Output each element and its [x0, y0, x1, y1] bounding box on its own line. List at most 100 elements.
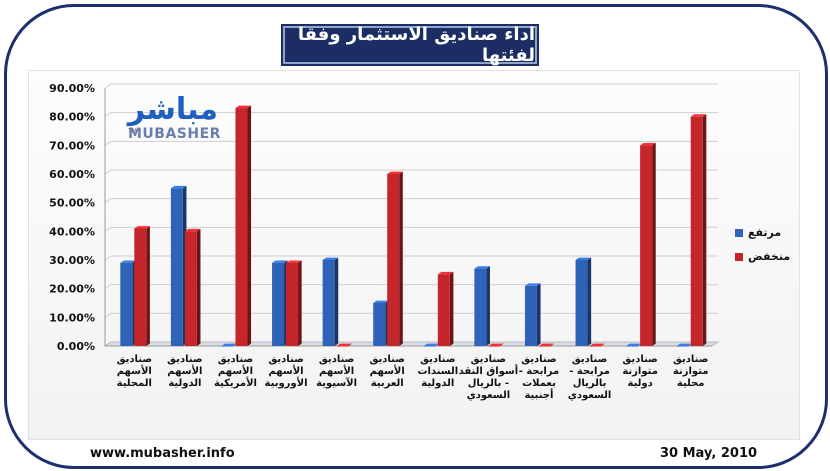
- x-tick-line: صناديق: [167, 354, 202, 365]
- bar-side: [536, 283, 541, 346]
- bar-top: [221, 343, 238, 346]
- bar-front: [286, 262, 299, 346]
- gridline-depth: [104, 226, 112, 232]
- bar-side: [146, 226, 150, 346]
- x-tick-line: المحلية: [117, 378, 152, 389]
- x-tick-line: متوازنة: [673, 366, 709, 377]
- logo-arabic: مباشر: [127, 92, 218, 127]
- gridline-depth: [104, 169, 112, 175]
- x-tick-label: صناديق الأسهم العربية: [370, 354, 405, 389]
- bar-low: [538, 343, 555, 347]
- bar-top: [575, 257, 592, 260]
- legend-item-high: مرتفع: [735, 226, 790, 239]
- y-tick-label: 10.00%: [49, 311, 95, 324]
- bar-low: [437, 271, 454, 346]
- bar-top: [437, 271, 454, 275]
- bar-side: [702, 114, 707, 347]
- x-tick-label: صناديق الأسهم الآسيوية: [316, 354, 357, 389]
- bar-side: [587, 257, 592, 346]
- x-tick-line: الأسهم: [167, 364, 202, 377]
- x-tick-line: مرابحة -: [569, 366, 610, 377]
- bar-side: [298, 260, 302, 346]
- x-tick-line: الأسهم: [370, 364, 405, 377]
- bar-high: [676, 343, 693, 347]
- bar-side: [196, 228, 201, 346]
- bar-side: [652, 142, 656, 346]
- gridline-depth: [104, 198, 112, 204]
- x-tick-line: مرابحة -: [519, 366, 560, 377]
- legend-swatch-low: [735, 252, 743, 261]
- footer-date: 30 May, 2010: [660, 446, 758, 461]
- bar-front: [322, 260, 335, 346]
- bar-front: [235, 108, 248, 346]
- bar-top: [272, 260, 288, 263]
- bar-high: [120, 260, 136, 346]
- x-tick-line: صناديق: [572, 354, 607, 365]
- bar-top: [322, 257, 339, 260]
- x-tick-label: صناديق الأسهم المحلية: [117, 354, 152, 389]
- gridline-depth: [104, 83, 112, 89]
- x-tick-line: صناديق: [471, 354, 506, 365]
- chart-panel: [28, 70, 800, 440]
- bar-front: [387, 174, 400, 346]
- bar-top: [120, 260, 136, 263]
- x-tick-line: الأوروبية: [265, 376, 308, 389]
- bar-front: [488, 346, 501, 347]
- y-tick-label: 70.00%: [49, 139, 95, 152]
- x-tick-line: أسواق النقد: [459, 364, 519, 377]
- bar-front: [474, 268, 487, 346]
- bar-front: [538, 346, 551, 347]
- x-tick-line: صناديق: [319, 354, 354, 365]
- bar-front: [640, 145, 653, 346]
- bar-front: [336, 346, 349, 347]
- legend: مرتفع منخفض: [735, 226, 790, 274]
- gridline-depth: [104, 284, 112, 290]
- x-tick-line: صناديق: [370, 354, 405, 365]
- bar-front: [423, 346, 436, 347]
- x-tick-label: صناديق مرابحة -بالريال السعودي: [568, 354, 612, 401]
- bar-top: [286, 260, 302, 263]
- legend-label-low: منخفض: [748, 250, 791, 263]
- bar-high: [221, 343, 238, 347]
- x-tick-line: صناديق: [117, 354, 152, 365]
- bar-high: [575, 257, 592, 346]
- bar-top: [134, 226, 150, 229]
- bar-side: [334, 257, 339, 346]
- bar-front: [120, 262, 133, 346]
- x-tick-line: الأسهم: [218, 364, 253, 377]
- bar-front: [575, 260, 588, 346]
- x-tick-line: صناديق: [622, 354, 657, 365]
- x-tick-label: صناديق مرابحة -بعملات أجنبية: [519, 354, 560, 401]
- bar-high: [626, 343, 642, 347]
- bar-front: [676, 346, 689, 347]
- x-tick-line: أجنبية: [524, 388, 553, 401]
- bar-top: [387, 171, 403, 174]
- bar-front: [524, 285, 537, 346]
- x-tick-line: العربية: [371, 378, 404, 389]
- bar-top: [538, 343, 555, 346]
- x-tick-line: الآسيوية: [316, 377, 357, 389]
- bar-low: [134, 226, 150, 346]
- bar-low: [336, 343, 353, 347]
- bar-side: [247, 105, 252, 347]
- legend-swatch-high: [735, 228, 743, 237]
- x-tick-label: صناديق الأسهم الأمريكية: [214, 354, 257, 389]
- bar-front: [170, 188, 183, 346]
- gridline-depth: [104, 140, 112, 146]
- legend-item-low: منخفض: [735, 250, 790, 263]
- bar-high: [524, 283, 541, 346]
- bar-top: [423, 343, 440, 346]
- x-tick-label: صناديق متوازنة محلية: [673, 354, 709, 389]
- x-tick-line: صناديق: [218, 354, 253, 365]
- bar-high: [423, 343, 440, 347]
- bar-top: [474, 266, 490, 269]
- bar-front: [373, 303, 386, 346]
- x-tick-line: دولية: [628, 378, 653, 389]
- x-tick-line: الأسهم: [117, 364, 152, 377]
- bar-front: [272, 262, 285, 346]
- x-tick-label: صناديق السندات الدولية: [417, 354, 458, 389]
- bar-high: [474, 266, 490, 346]
- bar-high: [272, 260, 288, 346]
- bar-front: [690, 116, 703, 347]
